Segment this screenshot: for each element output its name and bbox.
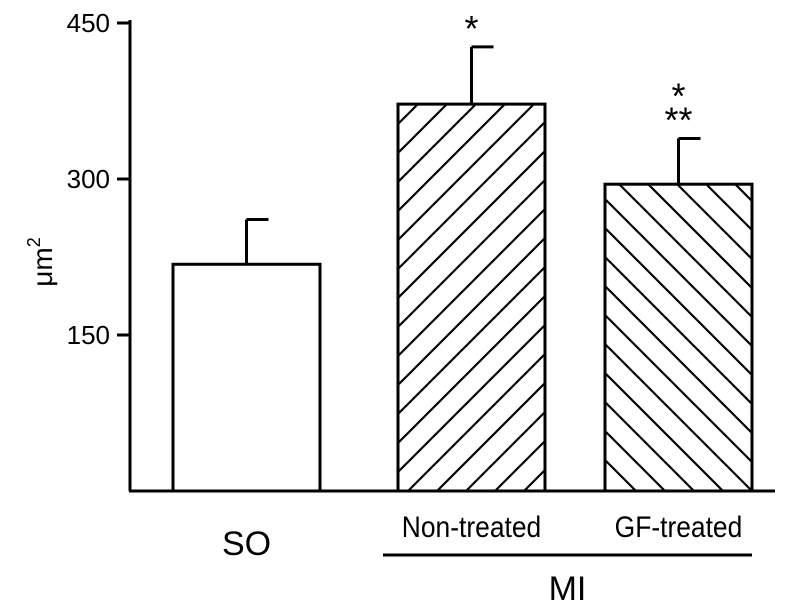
group-bracket: MI — [383, 553, 752, 608]
y-axis-title: μm2 — [24, 237, 58, 286]
significance2-gf-treated: ** — [664, 99, 692, 140]
y-axis-title-unit: μm — [27, 247, 58, 286]
x-label-non-treated: Non-treated — [402, 509, 541, 543]
y-tick-label-150: 150 — [67, 320, 110, 350]
x-label-gf-treated: GF-treated — [615, 509, 743, 543]
y-axis-title-superscript: 2 — [24, 237, 44, 247]
y-tick-label-300: 300 — [67, 164, 110, 194]
group-label: MI — [549, 570, 587, 608]
bar-gf-treated — [603, 182, 754, 493]
bar-non-treated — [396, 102, 547, 493]
significance-gf-treated: * — [671, 75, 685, 116]
bars: **** — [171, 8, 754, 493]
y-ticks: 150 300 450 — [67, 8, 130, 350]
x-labels: SO Non-treated GF-treated — [222, 509, 742, 563]
x-label-so: SO — [222, 525, 271, 563]
significance-non-treated: * — [464, 8, 478, 49]
y-tick-label-450: 450 — [67, 8, 110, 38]
bar-so — [171, 262, 322, 493]
